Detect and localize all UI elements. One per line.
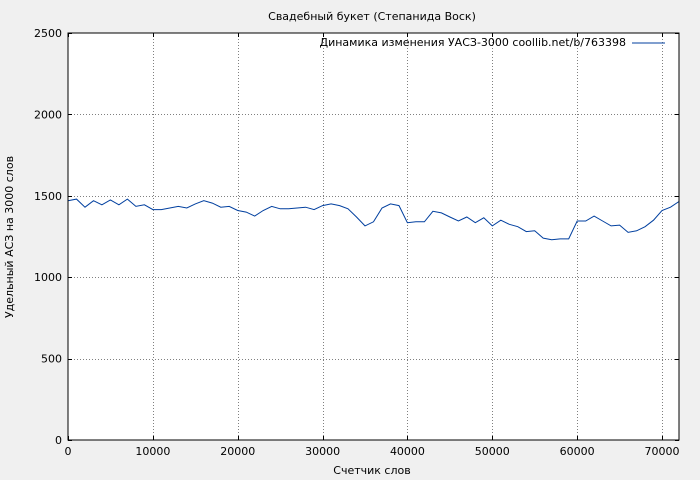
plot-frame-outline xyxy=(67,32,680,441)
x-tick-label: 40000 xyxy=(390,445,425,458)
series-layer xyxy=(67,198,680,241)
x-tick-label: 30000 xyxy=(305,445,340,458)
chart-title: Свадебный букет (Степанида Воск) xyxy=(268,10,476,23)
y-axis-label: Удельный АСЗ на 3000 слов xyxy=(3,156,16,318)
x-axis-label: Счетчик слов xyxy=(333,464,410,477)
y-tick-label: 2500 xyxy=(34,27,62,40)
y-tick-label: 2000 xyxy=(34,108,62,121)
x-tick-label: 0 xyxy=(65,445,72,458)
series-line xyxy=(67,198,680,241)
plot-area xyxy=(67,32,680,441)
x-tick-label: 10000 xyxy=(135,445,170,458)
y-tick-label: 1500 xyxy=(34,190,62,203)
y-tick-label: 1000 xyxy=(34,271,62,284)
axis-ticks: 0 10000 20000 30000 40000 50000 60000 70000 0 500… xyxy=(34,27,680,458)
y-tick-label: 500 xyxy=(41,353,62,366)
y-tick-label: 0 xyxy=(55,434,62,447)
x-tick-label: 50000 xyxy=(475,445,510,458)
x-tick-label: 60000 xyxy=(560,445,595,458)
x-tick-label: 20000 xyxy=(220,445,255,458)
legend-label: Динамика изменения УАСЗ-3000 coollib.net… xyxy=(320,36,627,49)
grid-lines xyxy=(68,33,679,440)
legend: Динамика изменения УАСЗ-3000 coollib.net… xyxy=(320,36,665,49)
x-tick-label: 70000 xyxy=(645,445,680,458)
